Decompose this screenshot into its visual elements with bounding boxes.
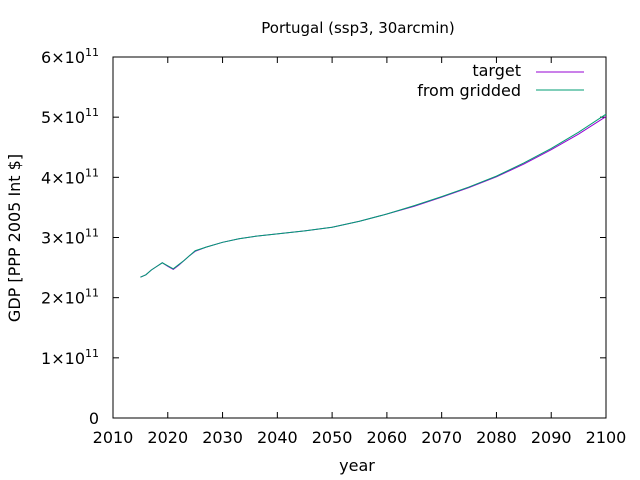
chart-title: Portugal (ssp3, 30arcmin) — [261, 19, 454, 37]
y-axis-title: GDP [PPP 2005 Int $] — [5, 154, 24, 322]
x-tick-label: 2090 — [531, 428, 572, 447]
x-axis-title: year — [339, 456, 375, 475]
y-axis: 0 1×1011 2×1011 3×1011 4×1011 5×1011 6×1011 — [41, 46, 606, 428]
y-tick-label: 2×1011 — [41, 287, 99, 308]
series-line-target — [140, 116, 607, 278]
legend-label-target: target — [472, 61, 521, 80]
y-tick-label: 0 — [89, 409, 99, 428]
x-tick-label: 2020 — [147, 428, 188, 447]
plot-border — [112, 56, 607, 419]
x-tick-label: 2050 — [312, 428, 353, 447]
x-tick-label: 2100 — [586, 428, 627, 447]
x-tick-label: 2040 — [257, 428, 298, 447]
x-tick-label: 2010 — [93, 428, 134, 447]
series-lines — [140, 113, 607, 278]
x-tick-label: 2070 — [421, 428, 462, 447]
plot-area — [112, 56, 607, 419]
series-line-from-gridded — [140, 113, 607, 278]
x-tick-label: 2030 — [202, 428, 243, 447]
x-tick-label: 2060 — [367, 428, 408, 447]
legend-label-from-gridded: from gridded — [417, 81, 521, 100]
y-tick-label: 3×1011 — [41, 227, 99, 248]
y-tick-label: 6×1011 — [41, 46, 99, 67]
y-tick-label: 1×1011 — [41, 347, 99, 368]
legend: target from gridded — [417, 61, 584, 100]
x-tick-label: 2080 — [476, 428, 517, 447]
y-tick-label: 5×1011 — [41, 106, 99, 127]
x-axis: 2010 2020 2030 2040 2050 2060 2070 2080 2090 2100 — [93, 57, 627, 447]
y-tick-label: 4×1011 — [41, 166, 99, 187]
